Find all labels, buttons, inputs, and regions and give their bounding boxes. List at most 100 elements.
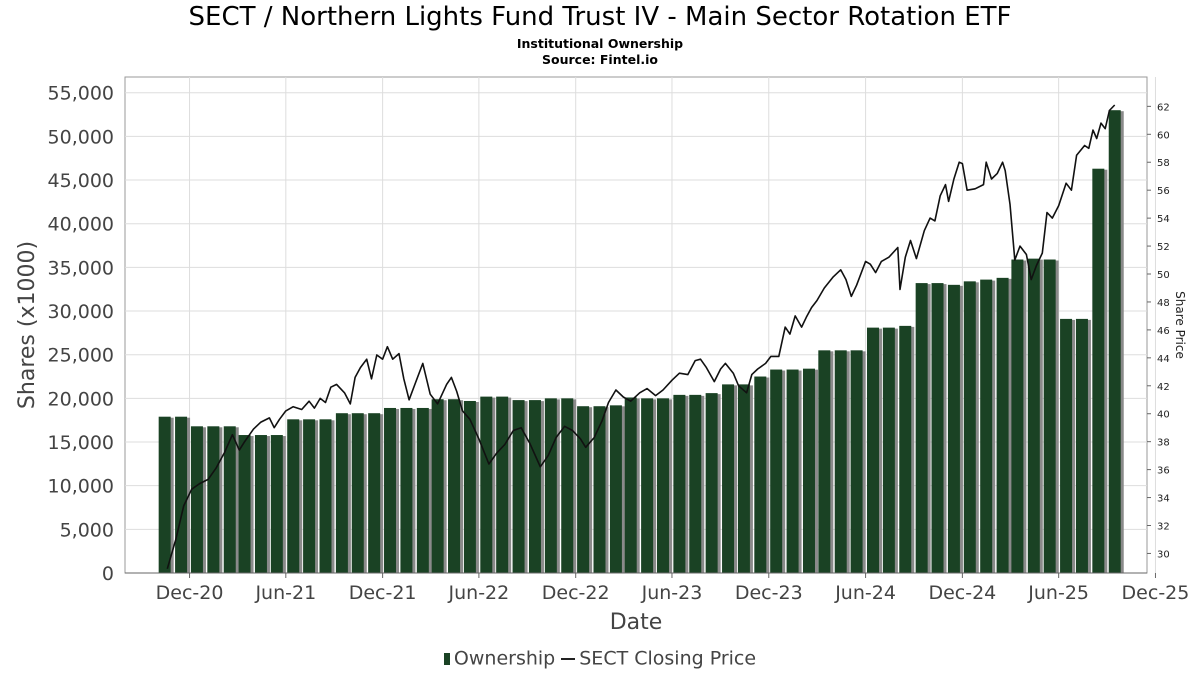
legend-label-ownership: Ownership bbox=[453, 647, 556, 670]
y2-tick-label: 44 bbox=[1157, 354, 1170, 365]
y-axis-ticks: 0 5,000 10,000 15,000 20,000 25,000 30,000 35,0… bbox=[48, 83, 114, 585]
ownership-bar bbox=[287, 419, 300, 573]
ownership-bar bbox=[980, 279, 993, 573]
ownership-bar bbox=[689, 394, 702, 573]
ownership-bar bbox=[335, 413, 348, 573]
ownership-bar bbox=[931, 283, 944, 573]
y-tick-label: 45,000 bbox=[48, 170, 114, 192]
ownership-bar bbox=[431, 399, 444, 573]
y2-tick-label: 54 bbox=[1157, 214, 1170, 225]
ownership-bar bbox=[818, 350, 831, 573]
ownership-bar bbox=[882, 327, 895, 573]
y2-tick-label: 30 bbox=[1157, 549, 1170, 560]
y2-tick-label: 36 bbox=[1157, 466, 1170, 477]
ownership-bar bbox=[786, 369, 799, 573]
ownership-bar bbox=[223, 426, 236, 573]
price-line-group bbox=[166, 104, 1116, 570]
ownership-bar bbox=[480, 396, 493, 573]
ownership-bar bbox=[254, 435, 267, 573]
y-tick-label: 25,000 bbox=[48, 345, 114, 367]
x-tick-label: Jun-23 bbox=[641, 582, 703, 604]
ownership-bar bbox=[899, 325, 912, 573]
ownership-bar bbox=[593, 406, 606, 573]
ownership-bar bbox=[175, 416, 188, 573]
ownership-bar bbox=[656, 398, 669, 573]
x-tick-label: Dec-25 bbox=[1122, 582, 1190, 604]
ownership-bar bbox=[1092, 168, 1105, 573]
y-tick-label: 20,000 bbox=[48, 388, 114, 410]
legend-label-price: SECT Closing Price bbox=[579, 647, 757, 670]
ownership-bar bbox=[673, 394, 686, 573]
y2-tick-label: 60 bbox=[1157, 130, 1170, 141]
x-tick-label: Jun-25 bbox=[1027, 582, 1089, 604]
y2-tick-label: 56 bbox=[1157, 186, 1170, 197]
ownership-bar bbox=[368, 413, 381, 573]
y-axis-title: Shares (x1000) bbox=[15, 241, 40, 409]
y-tick-label: 30,000 bbox=[48, 301, 114, 323]
ownership-bar bbox=[561, 398, 574, 573]
ownership-bar bbox=[641, 398, 654, 573]
ownership-bar bbox=[448, 399, 461, 573]
ownership-bar bbox=[270, 435, 283, 573]
x-axis-title: Date bbox=[610, 610, 663, 635]
x-tick-label: Jun-24 bbox=[834, 582, 896, 604]
y-tick-label: 40,000 bbox=[48, 214, 114, 236]
ownership-bars bbox=[158, 110, 1124, 574]
y-tick-label: 15,000 bbox=[48, 432, 114, 454]
ownership-bar bbox=[463, 400, 476, 573]
ownership-bar bbox=[303, 419, 316, 573]
ownership-bar bbox=[737, 384, 750, 573]
y2-tick-label: 34 bbox=[1157, 494, 1170, 505]
y2-axis-title: Share Price bbox=[1173, 291, 1187, 359]
ownership-bar bbox=[1043, 259, 1056, 573]
ownership-bar bbox=[963, 281, 976, 573]
ownership-bar bbox=[1027, 258, 1040, 573]
y-tick-label: 5,000 bbox=[60, 519, 114, 541]
ownership-bar bbox=[158, 416, 171, 573]
ownership-bar bbox=[609, 405, 622, 573]
ownership-bar bbox=[1060, 318, 1073, 573]
ownership-swatch-icon bbox=[443, 652, 450, 665]
ownership-bar bbox=[1108, 110, 1121, 574]
ownership-bar bbox=[770, 369, 783, 573]
x-tick-label: Dec-21 bbox=[349, 582, 417, 604]
legend: Ownership SECT Closing Price bbox=[0, 647, 1200, 670]
x-tick-label: Dec-24 bbox=[928, 582, 996, 604]
x-axis-ticks: Dec-20 Jun-21 Dec-21 Jun-22 Dec-22 Jun-23 Dec-… bbox=[156, 573, 1190, 604]
ownership-bar bbox=[1011, 259, 1024, 573]
x-tick-label: Dec-23 bbox=[735, 582, 803, 604]
ownership-bar bbox=[512, 400, 525, 573]
y2-tick-label: 58 bbox=[1157, 158, 1170, 169]
ownership-bar bbox=[802, 368, 815, 573]
y2-axis-ticks: 30 32 34 36 38 40 42 44 46 48 50 52 54 56 58 60 62 bbox=[1147, 102, 1170, 560]
x-tick-label: Jun-21 bbox=[254, 582, 316, 604]
ownership-bar bbox=[351, 413, 364, 573]
ownership-bar bbox=[384, 407, 397, 573]
y-tick-label: 35,000 bbox=[48, 257, 114, 279]
y2-tick-label: 62 bbox=[1157, 102, 1170, 113]
ownership-bar bbox=[722, 384, 735, 573]
y2-tick-label: 40 bbox=[1157, 410, 1170, 421]
chart-source: Source: Fintel.io bbox=[542, 52, 658, 67]
y2-tick-label: 32 bbox=[1157, 521, 1170, 532]
ownership-bar bbox=[496, 396, 509, 573]
chart-subtitle: Institutional Ownership bbox=[516, 36, 684, 51]
y2-tick-label: 42 bbox=[1157, 382, 1170, 393]
ownership-bar bbox=[1075, 318, 1088, 573]
ownership-bar bbox=[207, 426, 220, 573]
y2-tick-label: 48 bbox=[1157, 298, 1170, 309]
ownership-bar bbox=[947, 284, 960, 573]
ownership-bar bbox=[996, 277, 1009, 573]
y2-tick-label: 52 bbox=[1157, 242, 1170, 253]
chart-title: SECT / Northern Lights Fund Trust IV - M… bbox=[188, 2, 1012, 32]
ownership-bar bbox=[544, 398, 557, 573]
ownership-bar bbox=[624, 397, 637, 573]
y2-tick-label: 50 bbox=[1157, 270, 1170, 281]
y-tick-label: 0 bbox=[102, 563, 114, 585]
x-tick-label: Dec-20 bbox=[156, 582, 224, 604]
ownership-bar bbox=[705, 393, 718, 573]
ownership-bar bbox=[400, 407, 413, 573]
ownership-bar bbox=[834, 350, 847, 573]
y2-tick-label: 38 bbox=[1157, 438, 1170, 449]
